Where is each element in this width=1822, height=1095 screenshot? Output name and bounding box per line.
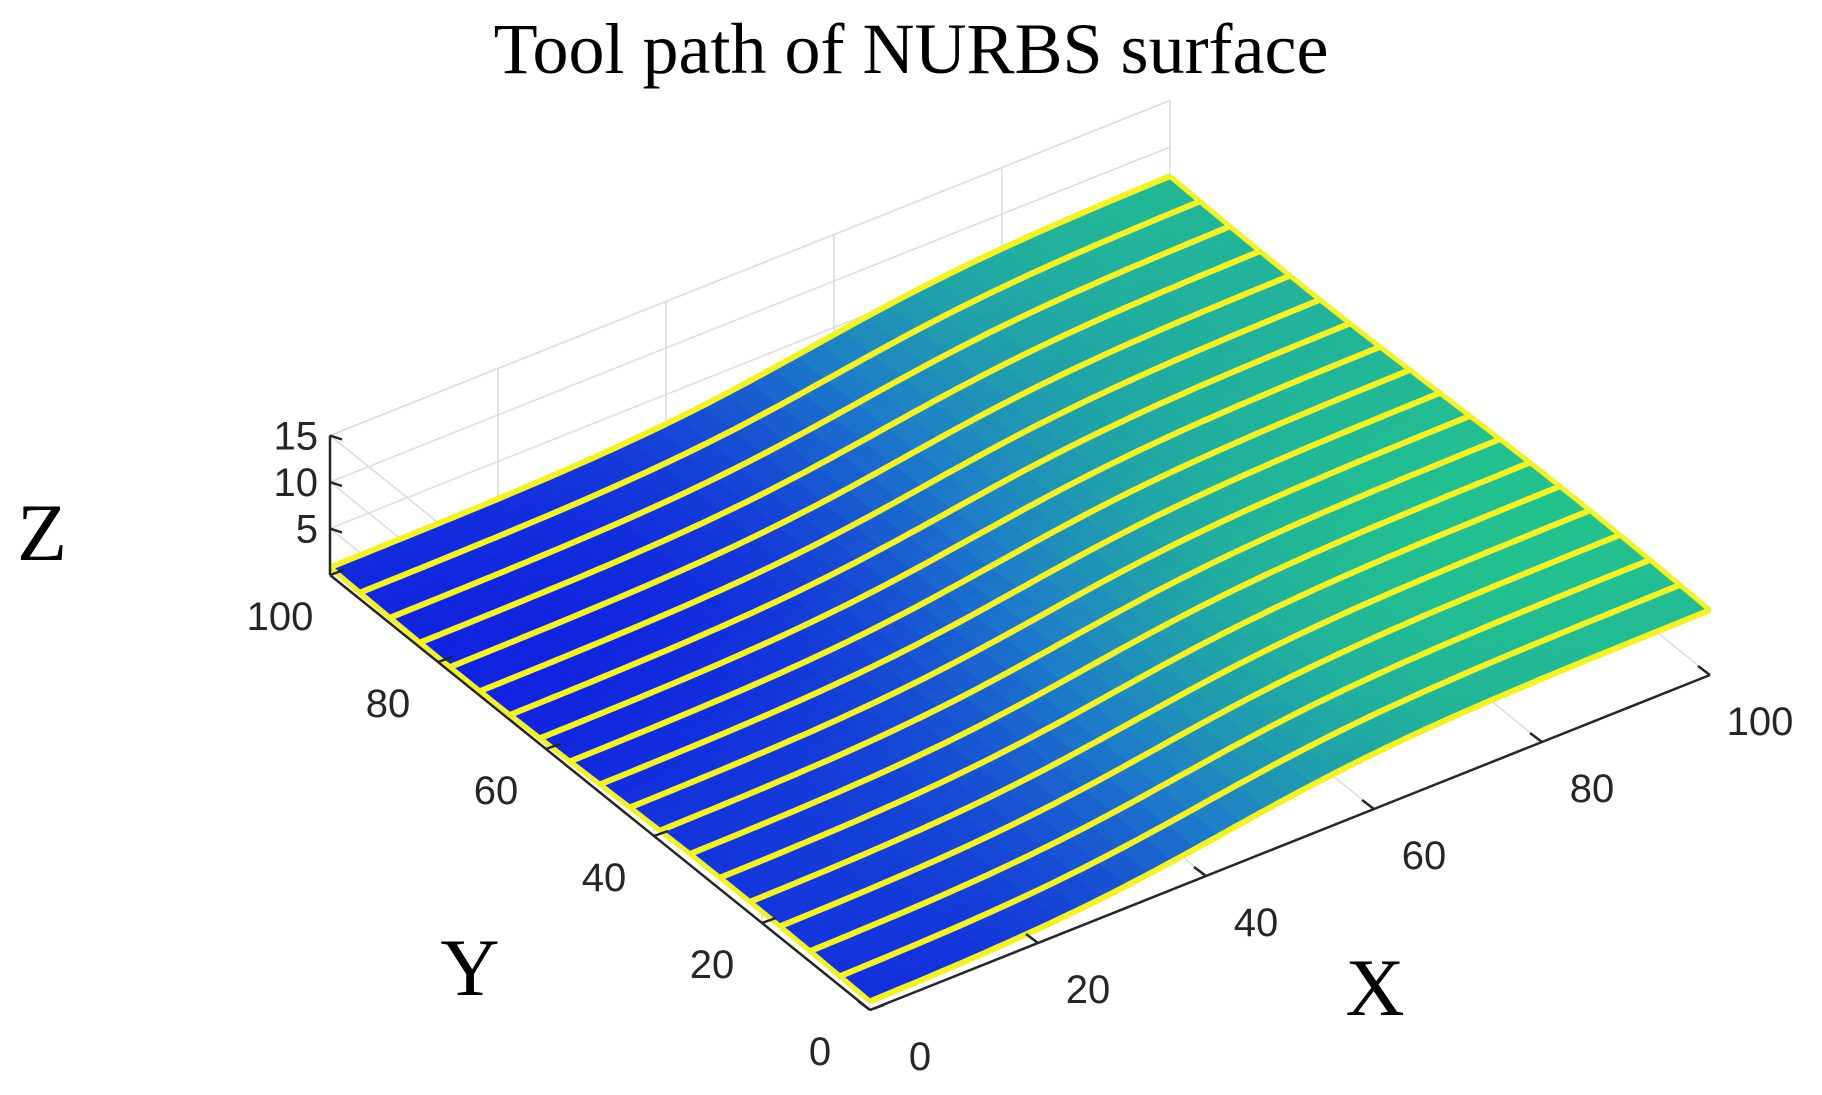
z-tick bbox=[329, 434, 343, 441]
x-tick bbox=[857, 1000, 871, 1011]
x-tick bbox=[1529, 732, 1543, 743]
tool-path-line bbox=[358, 198, 1202, 596]
tool-path-lines bbox=[328, 173, 1712, 1005]
surface-edge bbox=[1168, 174, 1712, 613]
tool-path-line bbox=[628, 413, 1472, 811]
tool-path-line bbox=[538, 344, 1382, 741]
surface-edge bbox=[328, 565, 872, 1004]
y-tick-label: 100 bbox=[247, 595, 314, 639]
y-tick-label: 60 bbox=[474, 769, 519, 813]
axis-labels: X Y Z bbox=[17, 487, 1405, 1033]
y-tick bbox=[437, 655, 453, 664]
tool-path-line bbox=[568, 367, 1412, 765]
z-axis-label: Z bbox=[17, 487, 67, 578]
y-axis-line bbox=[329, 574, 871, 1011]
tool-path-line bbox=[838, 582, 1682, 979]
y-tick-label: 40 bbox=[582, 856, 627, 900]
grid-line-z bbox=[329, 99, 1171, 437]
x-axis-line bbox=[869, 673, 1711, 1012]
tool-path-line bbox=[508, 320, 1352, 718]
tool-path-line bbox=[418, 248, 1262, 646]
tool-path-line bbox=[718, 483, 1562, 881]
y-tick bbox=[545, 742, 561, 751]
x-tick-label: 40 bbox=[1234, 901, 1279, 945]
y-tick bbox=[653, 829, 669, 838]
y-tick-label: 20 bbox=[690, 943, 735, 987]
tool-path-line bbox=[808, 557, 1652, 954]
tool-path-line bbox=[328, 173, 1172, 571]
x-tick bbox=[1697, 665, 1711, 676]
grid-line-z bbox=[329, 146, 1171, 483]
x-tick-label: 0 bbox=[909, 1035, 931, 1079]
x-tick bbox=[1361, 799, 1375, 810]
z-tick-label: 5 bbox=[296, 508, 318, 552]
x-tick-label: 100 bbox=[1727, 700, 1794, 744]
tool-path-line bbox=[388, 223, 1232, 621]
z-tick-label: 15 bbox=[274, 415, 319, 459]
tool-path-line bbox=[868, 607, 1712, 1005]
tool-path-line bbox=[598, 390, 1442, 788]
z-tick bbox=[329, 527, 343, 534]
chart-title: Tool path of NURBS surface bbox=[493, 9, 1329, 89]
y-tick bbox=[761, 916, 777, 925]
z-tick bbox=[329, 480, 343, 488]
tool-path-line bbox=[748, 507, 1592, 905]
y-tick-label: 80 bbox=[366, 682, 411, 726]
y-axis-label: Y bbox=[440, 922, 499, 1013]
y-tick bbox=[329, 568, 345, 577]
x-tick bbox=[1025, 933, 1039, 944]
tool-path-line bbox=[478, 296, 1322, 694]
x-tick-label: 80 bbox=[1570, 767, 1615, 811]
x-tick-label: 20 bbox=[1066, 968, 1111, 1012]
x-tick bbox=[1193, 866, 1207, 877]
surface bbox=[328, 175, 1712, 1003]
tool-path-line bbox=[688, 459, 1532, 857]
y-tick-label: 0 bbox=[809, 1030, 831, 1074]
y-tick bbox=[869, 1003, 885, 1012]
z-tick-label: 10 bbox=[274, 461, 319, 505]
x-axis-label: X bbox=[1345, 942, 1404, 1033]
tool-path-line bbox=[448, 272, 1292, 670]
tool-path-line bbox=[778, 532, 1622, 930]
x-tick-label: 60 bbox=[1402, 834, 1447, 878]
tool-path-line bbox=[658, 436, 1502, 834]
